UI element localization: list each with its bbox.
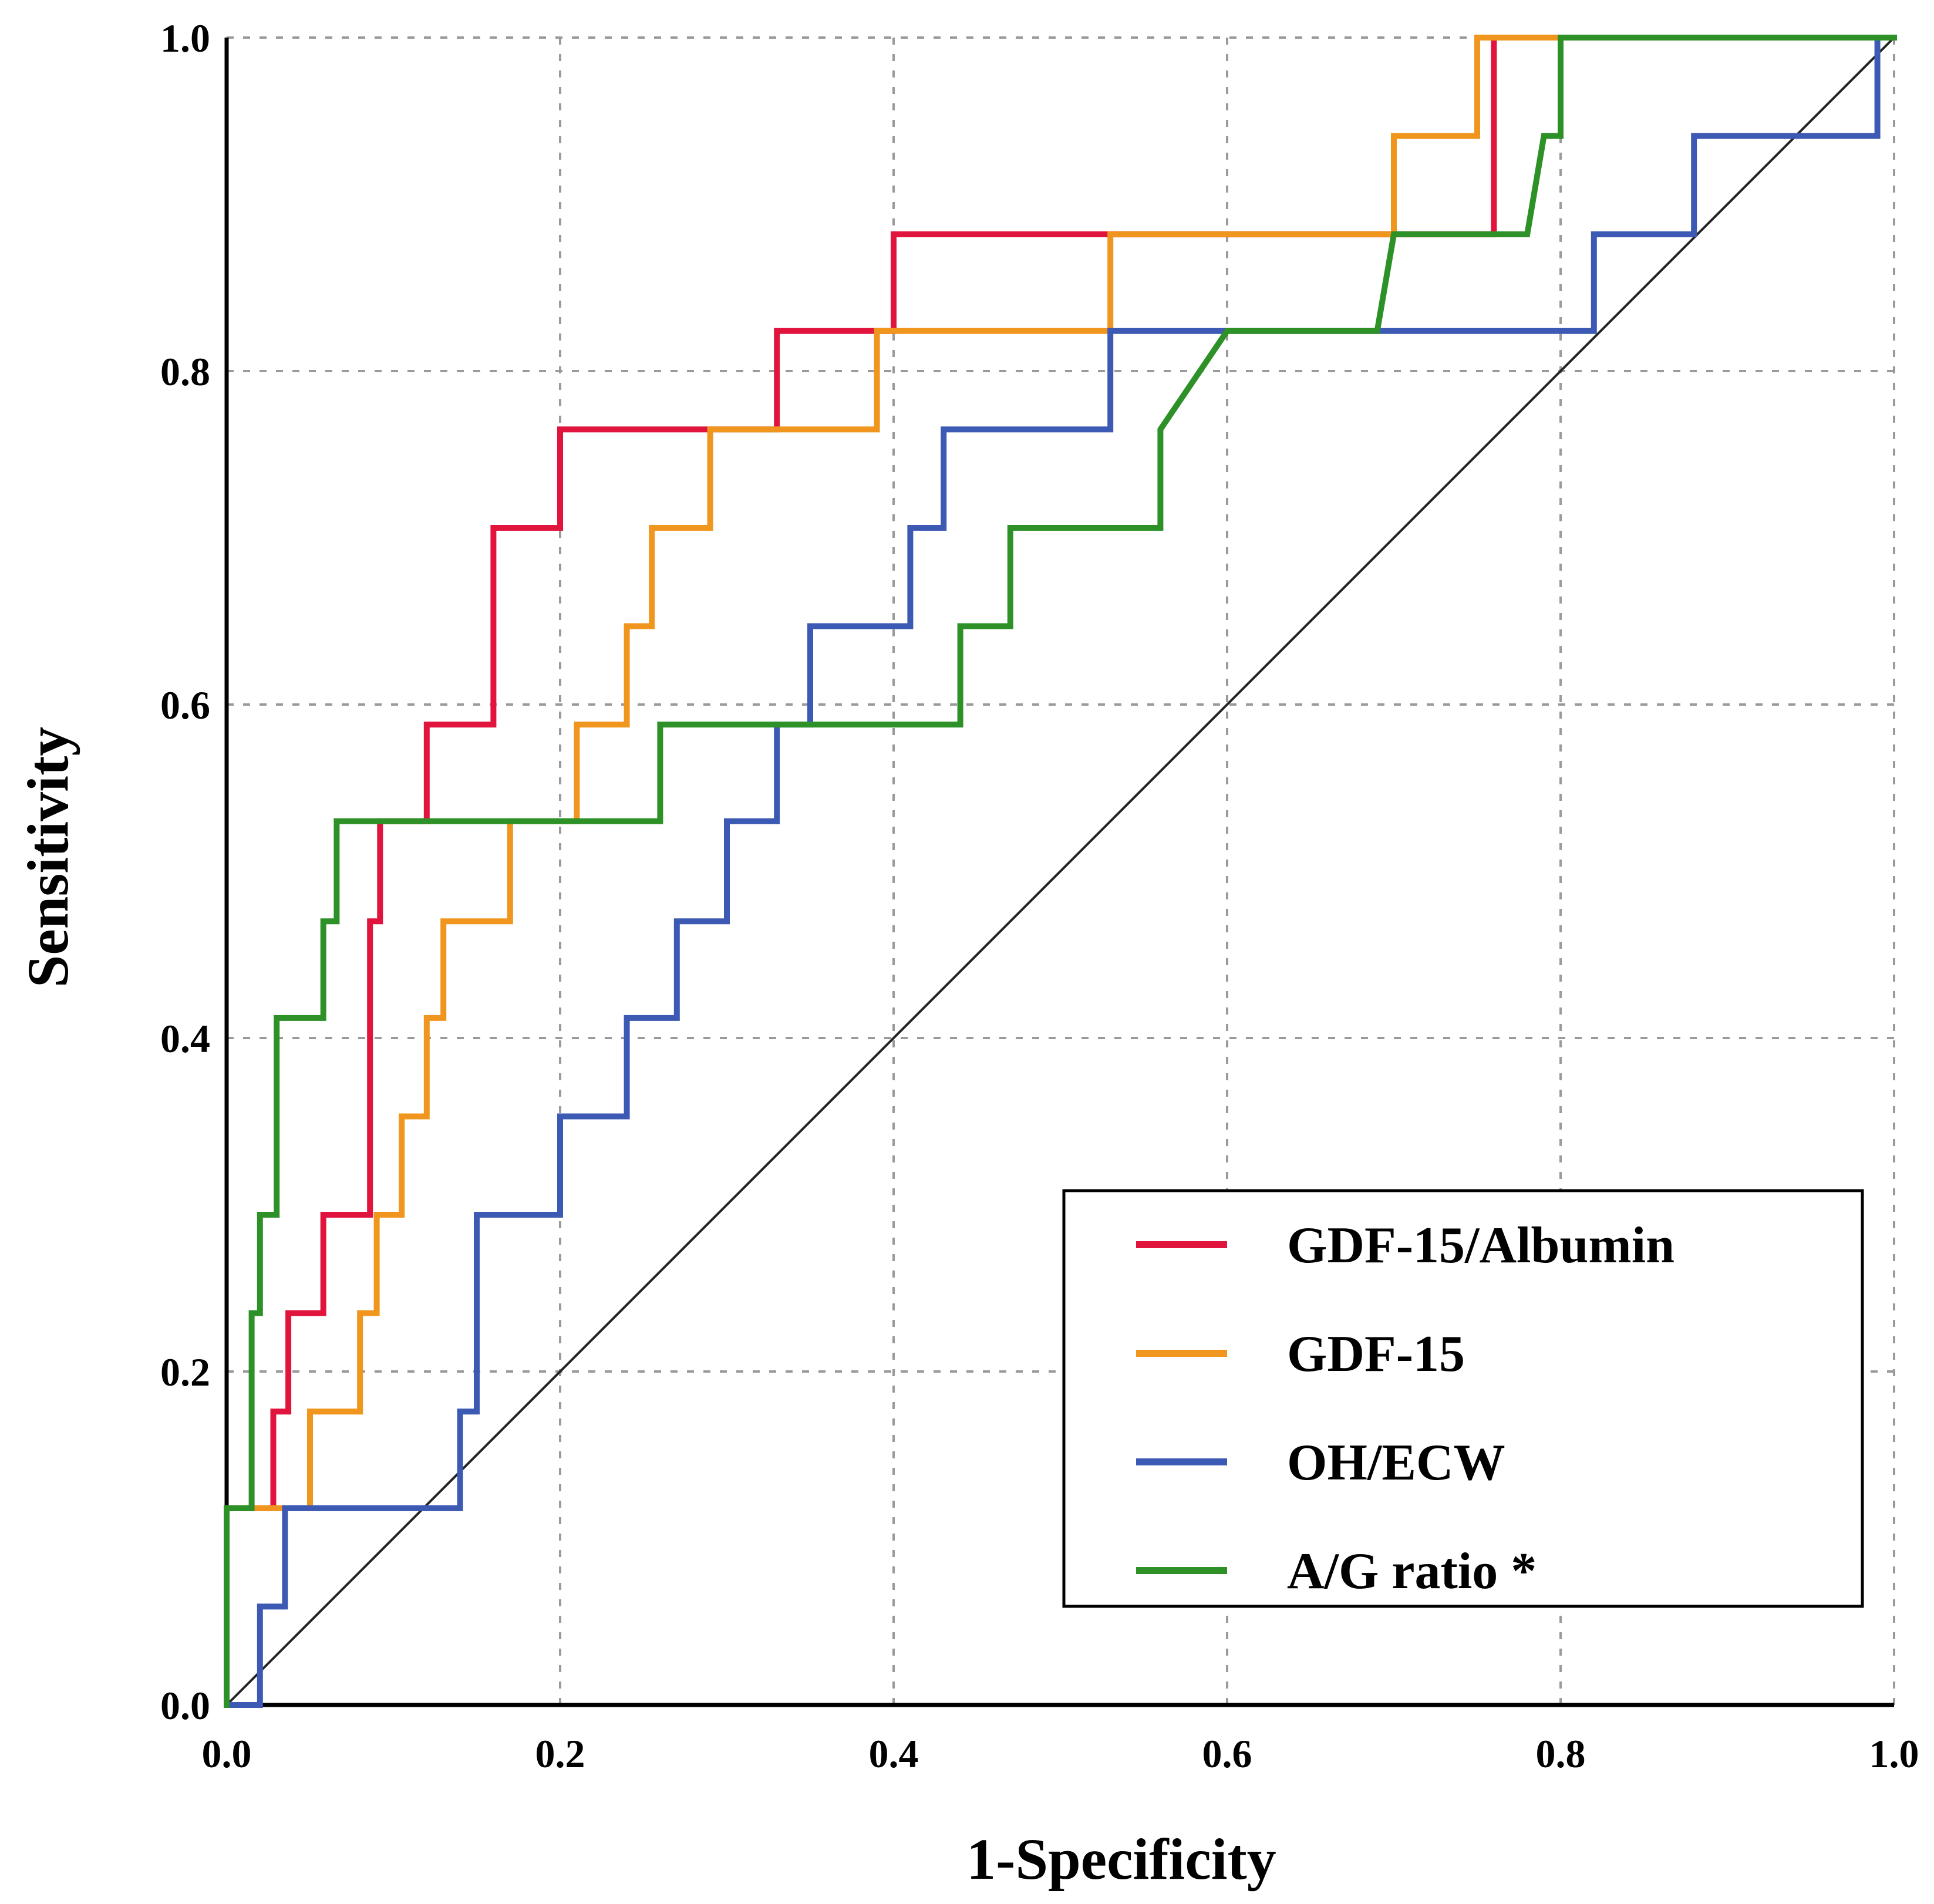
y-tick-label: 0.6	[160, 683, 210, 727]
y-tick-label: 0.4	[160, 1016, 210, 1061]
y-tick-labels: 0.0 0.2 0.4 0.6 0.8 1.0	[160, 16, 210, 1728]
series-line-gdf-15	[224, 35, 1897, 1708]
x-tick-label: 0.8	[1536, 1731, 1586, 1776]
x-tick-label: 0.0	[202, 1731, 252, 1776]
x-tick-label: 0.4	[869, 1731, 919, 1776]
y-tick-label: 1.0	[160, 16, 210, 60]
reference-diagonal	[225, 36, 1895, 1706]
legend-box	[1062, 1189, 1864, 1608]
axes	[224, 38, 1894, 1707]
x-tick-labels: 0.0 0.2 0.4 0.6 0.8 1.0	[202, 1731, 1919, 1776]
series-group	[224, 35, 1897, 1708]
x-tick-label: 0.6	[1202, 1731, 1252, 1776]
legend-label-a-g-ratio: A/G ratio *	[1287, 1543, 1537, 1600]
y-tick-label: 0.8	[160, 349, 210, 394]
legend-label-oh-ecw: OH/ECW	[1287, 1434, 1505, 1491]
series-line-oh-ecw	[224, 35, 1897, 1708]
legend-label-gdf-15: GDF-15	[1287, 1326, 1465, 1383]
x-tick-label: 0.2	[535, 1731, 585, 1776]
legend: GDF-15/Albumin GDF-15 OH/ECW A/G ratio *	[1062, 1189, 1864, 1608]
y-tick-label: 0.2	[160, 1350, 210, 1394]
y-tick-label: 0.0	[160, 1683, 210, 1728]
legend-label-gdf-15-albumin: GDF-15/Albumin	[1287, 1217, 1674, 1274]
x-axis-title: 1-Specificity	[966, 1827, 1276, 1892]
reference-line-group	[225, 36, 1895, 1706]
y-axis-title: Sensitivity	[15, 727, 80, 988]
series-line-a-g-ratio	[224, 35, 1897, 1708]
series-line-gdf-15-albumin	[224, 35, 1897, 1708]
x-tick-label: 1.0	[1869, 1731, 1919, 1776]
